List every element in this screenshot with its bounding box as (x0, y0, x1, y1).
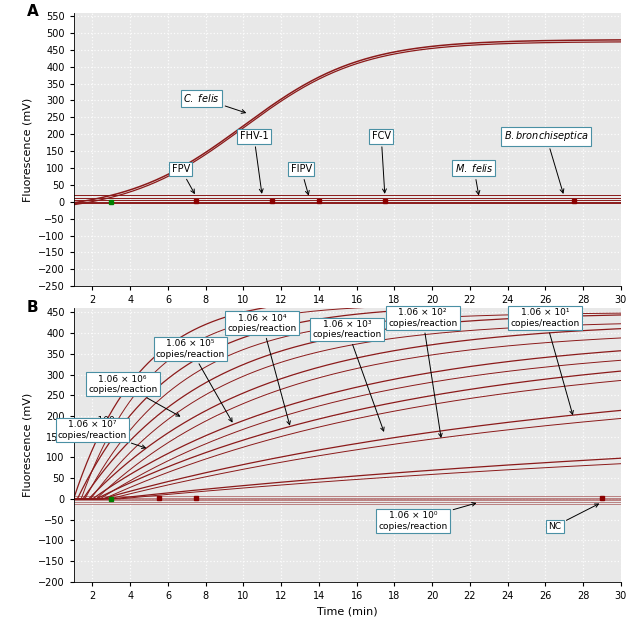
Text: B: B (27, 300, 38, 315)
Text: 1.06 × 10⁷
copies/reaction: 1.06 × 10⁷ copies/reaction (58, 420, 145, 448)
Text: 1.06 × 10⁰
copies/reaction: 1.06 × 10⁰ copies/reaction (379, 503, 476, 531)
Text: –100: –100 (93, 416, 115, 425)
Y-axis label: Fluorescence (mV): Fluorescence (mV) (22, 97, 32, 201)
Text: 1.06 × 10⁴
copies/reaction: 1.06 × 10⁴ copies/reaction (228, 314, 297, 425)
Text: 1.06 × 10³
copies/reaction: 1.06 × 10³ copies/reaction (312, 320, 384, 431)
Text: FCV: FCV (372, 131, 391, 193)
Text: 1.06 × 10¹
copies/reaction: 1.06 × 10¹ copies/reaction (511, 308, 580, 415)
Text: 1.06 × 10²
copies/reaction: 1.06 × 10² copies/reaction (388, 308, 458, 437)
Text: NC: NC (548, 504, 598, 531)
Text: FHV-1: FHV-1 (239, 131, 268, 193)
Text: FPV: FPV (172, 164, 195, 193)
X-axis label: Time (min): Time (min) (317, 311, 378, 321)
Text: 1.06 × 10⁶
copies/reaction: 1.06 × 10⁶ copies/reaction (88, 374, 180, 416)
Text: $\it{M.\ felis}$: $\it{M.\ felis}$ (455, 162, 493, 194)
Y-axis label: Fluorescence (mV): Fluorescence (mV) (22, 393, 33, 497)
Text: 1.06 × 10⁵
copies/reaction: 1.06 × 10⁵ copies/reaction (156, 339, 232, 422)
Text: FIPV: FIPV (291, 164, 312, 194)
Text: $\it{C.\ felis}$: $\it{C.\ felis}$ (183, 92, 245, 113)
Text: $\it{B.bronchiseptica}$: $\it{B.bronchiseptica}$ (504, 129, 589, 193)
Text: A: A (27, 4, 39, 19)
X-axis label: Time (min): Time (min) (317, 606, 378, 616)
